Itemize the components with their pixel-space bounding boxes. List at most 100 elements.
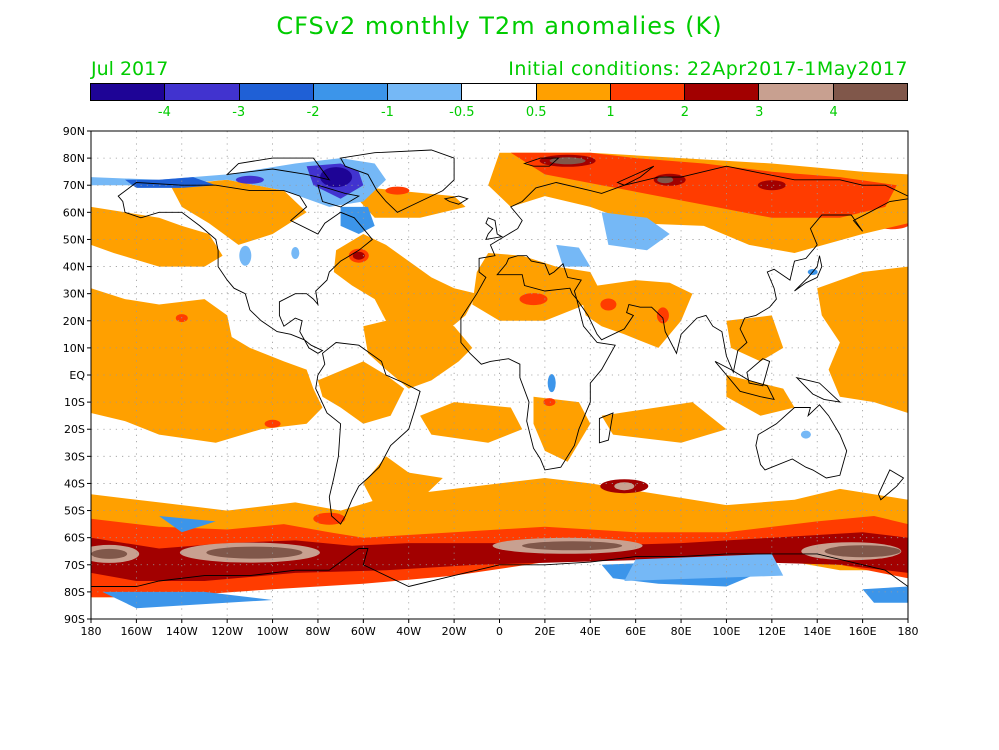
- anomaly-warm-core: [824, 545, 901, 558]
- lat-tick-label: 30S: [64, 450, 85, 463]
- coast-british-isles: [485, 217, 504, 240]
- lat-tick-label: 20N: [63, 315, 85, 328]
- lon-tick-label: 80E: [671, 625, 692, 638]
- anomaly-warm-core: [657, 176, 674, 184]
- anomaly-cold-core: [547, 374, 556, 393]
- colorbar-swatch: [388, 84, 463, 100]
- lon-tick-label: 120W: [211, 625, 243, 638]
- lon-tick-label: 140E: [803, 625, 831, 638]
- anomaly-warm-core: [206, 546, 303, 559]
- lon-tick-label: 140W: [166, 625, 198, 638]
- coast-japan: [794, 255, 823, 292]
- anomaly-cold-core: [800, 430, 811, 439]
- anomaly-warm-core: [519, 293, 548, 306]
- lon-tick-label: 160W: [120, 625, 152, 638]
- colorbar-tick-label: 1: [606, 105, 615, 120]
- anomaly-warm-core: [549, 157, 586, 165]
- initial-conditions: Initial conditions: 22Apr2017-1May2017: [508, 58, 908, 80]
- anomaly-warm-region: [510, 152, 897, 218]
- colorbar-tick-label: -0.5: [449, 105, 475, 120]
- lon-tick-label: 60E: [625, 625, 646, 638]
- forecast-month: Jul 2017: [91, 58, 169, 80]
- lat-tick-label: EQ: [69, 369, 85, 382]
- colorbar-tick-label: 2: [680, 105, 690, 120]
- anomaly-warm-region: [317, 361, 405, 424]
- latitude-axis: 90N 80N 70N 60N 50N 40N 30N 20N 10N EQ 10S 20S 30S 40…: [63, 125, 91, 626]
- colorbar-swatch: [833, 84, 907, 100]
- anomaly-cold-region: [624, 553, 784, 581]
- anomaly-cold-region: [159, 516, 216, 533]
- coast-baffin: [317, 184, 361, 208]
- anomaly-cold-region: [340, 206, 375, 234]
- anomaly-cold-core: [320, 167, 353, 188]
- anomaly-warm-core: [614, 482, 635, 491]
- lat-tick-label: 40S: [64, 477, 85, 490]
- lon-tick-label: 80W: [306, 625, 331, 638]
- coast-canadian-archipelago: [225, 157, 331, 181]
- lon-tick-label: 100W: [257, 625, 289, 638]
- anomaly-warm-region: [726, 375, 795, 416]
- coast-svalbard: [523, 157, 560, 167]
- colorbar: [90, 83, 908, 101]
- lat-tick-label: 10N: [63, 342, 85, 355]
- lon-tick-label: 20E: [534, 625, 555, 638]
- colorbar-tick-label: 0.5: [525, 105, 547, 120]
- lat-tick-label: 50N: [63, 233, 85, 246]
- anomaly-warm-core: [385, 186, 410, 195]
- anomaly-warm-core: [522, 541, 623, 551]
- anomaly-warm-region: [345, 185, 466, 218]
- anomaly-cold-core: [235, 175, 264, 184]
- lon-tick-label: 100E: [712, 625, 740, 638]
- chart-title: CFSv2 monthly T2m anomalies (K): [276, 12, 723, 40]
- anomaly-warm-core: [757, 180, 786, 191]
- lat-tick-label: 40N: [63, 261, 85, 274]
- anomaly-warm-region: [578, 280, 693, 348]
- lon-tick-label: 60W: [351, 625, 376, 638]
- lon-tick-label: 20W: [442, 625, 467, 638]
- colorbar-swatch: [462, 84, 537, 100]
- colorbar-swatch: [313, 84, 389, 100]
- colorbar-tick-label: -4: [157, 105, 171, 120]
- anomaly-warm-region: [472, 253, 602, 321]
- anomaly-warm-region: [170, 179, 307, 245]
- lon-tick-label: 180: [898, 625, 919, 638]
- anomaly-warm-region: [601, 402, 727, 443]
- lon-tick-label: 180: [81, 625, 102, 638]
- anomaly-cold-region: [556, 244, 591, 267]
- anomaly-warm-region: [91, 206, 223, 267]
- anomaly-cold-core: [239, 245, 252, 266]
- anomaly-warm-region: [420, 402, 523, 443]
- colorbar-swatch: [685, 84, 760, 100]
- anomaly-warm-core: [264, 419, 281, 428]
- anomaly-warm-region: [363, 315, 473, 389]
- lon-tick-label: 120E: [758, 625, 786, 638]
- anomaly-warm-core: [656, 307, 669, 324]
- anomaly-cold-region: [862, 586, 908, 603]
- anomaly-fields: [91, 152, 908, 609]
- lat-tick-label: 10S: [64, 396, 85, 409]
- colorbar-tick-label: -3: [232, 105, 246, 120]
- coast-south-america: [315, 342, 421, 525]
- anomaly-warm-region: [91, 532, 908, 581]
- lat-tick-label: 70S: [64, 559, 85, 572]
- colorbar-tick-label: -2: [306, 105, 320, 120]
- colorbar-tick-label: 3: [755, 105, 764, 120]
- colorbar-swatch: [610, 84, 686, 100]
- coast-indonesia: [714, 361, 775, 401]
- lat-tick-label: 80N: [63, 152, 85, 165]
- lat-tick-label: 70N: [63, 179, 85, 192]
- lat-tick-label: 50S: [64, 505, 85, 518]
- longitude-axis: 180 160W 140W 120W 100W 80W 60W 40W 20W 0 20E 40E 60…: [81, 619, 919, 638]
- anomaly-warm-region: [333, 234, 477, 343]
- coastlines: [91, 149, 908, 619]
- lon-tick-label: 0: [496, 625, 503, 638]
- coast-greenland: [339, 149, 455, 213]
- anomaly-warm-core: [543, 398, 556, 407]
- coast-australia: [755, 404, 848, 479]
- coast-madagascar: [598, 412, 614, 444]
- coast-antarctica: [91, 548, 908, 619]
- anomaly-warm-region: [91, 288, 323, 443]
- colorbar-swatch: [759, 84, 834, 100]
- coast-iceland: [443, 195, 469, 205]
- lon-tick-label: 160E: [849, 625, 877, 638]
